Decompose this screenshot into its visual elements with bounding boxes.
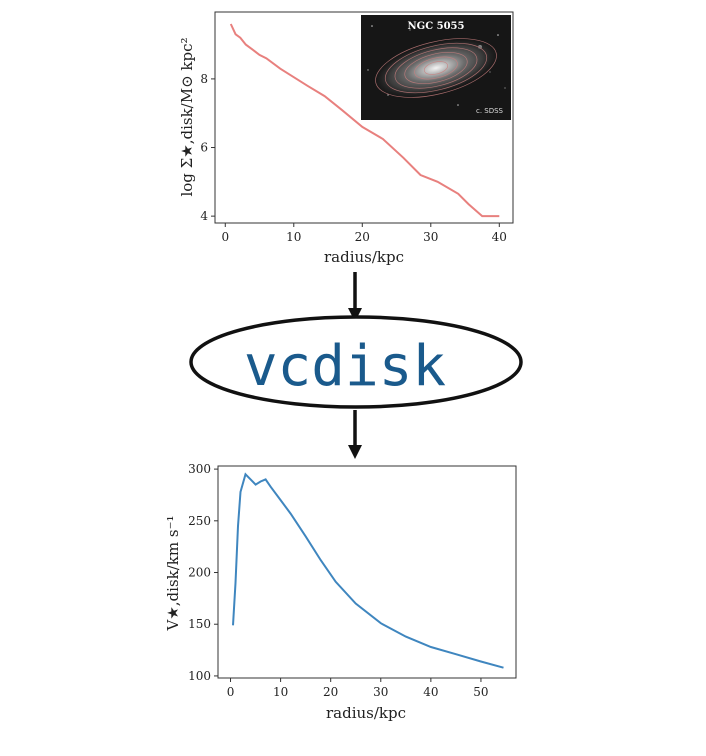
surface-density-x-tick-label: 0 (221, 230, 229, 244)
surface-density-y-tick-label: 4 (200, 209, 208, 223)
surface-density-plot-frame (214, 11, 514, 224)
rotation-curve-y-tick-label: 200 (188, 566, 211, 580)
surface-density-y-label: log Σ★,disk/M⊙ kpc² (178, 37, 196, 196)
rotation-curve-y-tick-label: 300 (188, 462, 211, 476)
galaxy-disk (373, 38, 499, 98)
rotation-curve-chart: 0 10 20 30 40 50 100 150 200 250 300 radius/kpc V… (164, 462, 517, 722)
rotation-curve-x-tick-label: 10 (273, 685, 288, 699)
surface-density-x-tick-label: 10 (286, 230, 301, 244)
rotation-curve-x-tick-label: 40 (423, 685, 438, 699)
surface-density-x-tick-label: 30 (423, 230, 438, 244)
galaxy-inset-title: NGC 5055 (408, 21, 465, 32)
rotation-curve-line (232, 472, 504, 669)
rotation-curve-y-tick-label: 100 (188, 669, 211, 683)
galaxy-inset-credit: c. SDSS (476, 107, 504, 115)
rotation-curve-y-ticks: 100 150 200 250 300 (188, 462, 218, 683)
rotation-curve-x-tick-label: 20 (323, 685, 338, 699)
rotation-curve-y-label: V★,disk/km s⁻¹ (164, 516, 182, 632)
surface-density-x-ticks: 0 10 20 30 40 (221, 223, 507, 244)
galaxy-isophote-ellipses (375, 38, 497, 98)
galaxy-inset-image: NGC 5055 c. SDSS (361, 15, 511, 120)
rotation-curve-x-tick-label: 50 (473, 685, 488, 699)
rotation-curve-plot-frame (217, 465, 517, 679)
rotation-curve-x-label: radius/kpc (326, 704, 406, 722)
surface-density-y-tick-label: 8 (200, 72, 208, 86)
rotation-curve-x-tick-label: 0 (227, 685, 235, 699)
vcdisk-label: vcdisk (244, 334, 446, 399)
rotation-curve-y-tick-label: 150 (188, 617, 211, 631)
vcdisk-ellipse (189, 315, 523, 409)
rotation-curve-y-tick-label: 250 (188, 514, 211, 528)
surface-density-chart: 0 10 20 30 40 4 6 8 radius/kpc log Σ★,disk/M⊙ … (178, 11, 514, 266)
surface-density-line (229, 23, 500, 218)
surface-density-y-ticks: 4 6 8 (200, 72, 215, 223)
surface-density-y-tick-label: 6 (200, 141, 208, 155)
rotation-curve-x-ticks: 0 10 20 30 40 50 (227, 678, 489, 699)
rotation-curve-x-tick-label: 30 (373, 685, 388, 699)
surface-density-x-tick-label: 40 (492, 230, 507, 244)
surface-density-x-tick-label: 20 (355, 230, 370, 244)
surface-density-x-label: radius/kpc (324, 248, 404, 266)
vcdisk-node: vcdisk (189, 315, 523, 409)
